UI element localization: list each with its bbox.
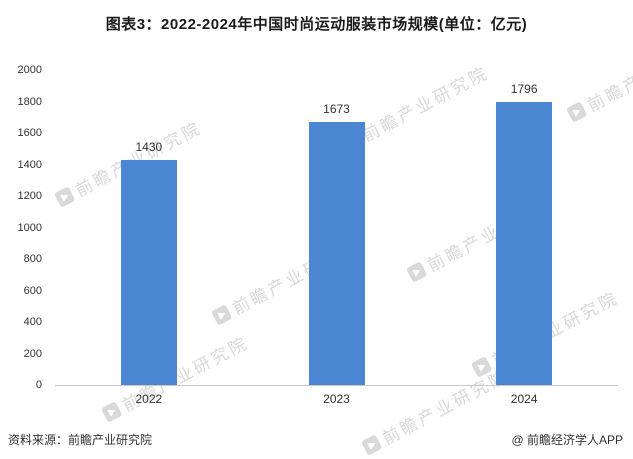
- plot-area: 1430 1673 1796: [55, 70, 618, 386]
- source-note: 资料来源：前瞻产业研究院: [8, 433, 153, 447]
- y-tick-label: 600: [23, 284, 42, 297]
- bar-2024: [496, 102, 553, 385]
- y-tick-label: 1000: [17, 221, 42, 234]
- x-tick-label-2023: 2023: [323, 392, 350, 406]
- bar-value-label-2022: 1430: [135, 139, 163, 154]
- bar-2022: [120, 159, 177, 385]
- y-tick-label: 2000: [17, 64, 42, 76]
- y-tick-label: 1200: [17, 190, 42, 202]
- brand-note: @ 前瞻经济学人APP: [511, 433, 623, 447]
- bar-value-label-2024: 1796: [510, 82, 538, 97]
- x-tick-label-2024: 2024: [510, 392, 538, 406]
- y-tick-label: 0: [35, 379, 42, 391]
- x-axis: 2022 2023 2024: [55, 392, 618, 410]
- y-tick-label: 800: [23, 253, 42, 265]
- chart-title: 图表3：2022-2024年中国时尚运动服装市场规模(单位：亿元): [105, 16, 528, 33]
- y-tick-label: 200: [23, 347, 42, 360]
- x-tick-label-2022: 2022: [135, 392, 163, 406]
- y-tick-label: 1400: [17, 158, 42, 171]
- y-tick-label: 1800: [17, 95, 42, 108]
- bar-2023: [308, 121, 365, 385]
- y-tick-label: 400: [23, 316, 42, 328]
- y-axis: 0 200 400 600 800 1000 1200 1400 1600 1800 2000: [0, 64, 48, 391]
- y-tick-label: 1600: [17, 127, 42, 139]
- watermark-logo-icon: [360, 433, 383, 456]
- bar-value-label-2023: 1673: [323, 101, 350, 116]
